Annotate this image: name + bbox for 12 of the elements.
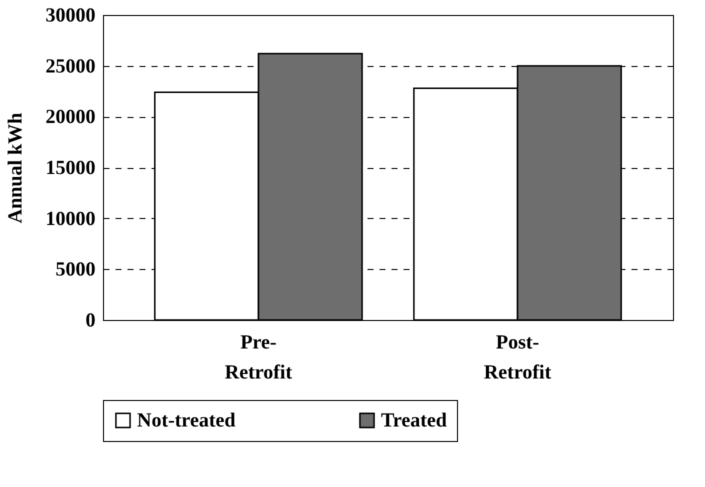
y-tick-label: 15000 [46, 157, 96, 179]
y-tick-label: 20000 [46, 106, 96, 128]
y-axis-title: Annual kWh [4, 112, 26, 224]
x-tick-label: Post- Retrofit [484, 332, 552, 384]
x-tick-label: Pre- Retrofit [224, 332, 292, 384]
legend-label: Treated [381, 409, 447, 432]
y-tick-label: 25000 [46, 55, 96, 78]
y-tick-label: 0 [86, 310, 96, 332]
legend-label: Not-treated [137, 409, 236, 432]
y-tick-label: 10000 [46, 208, 96, 230]
y-tick-label: 5000 [56, 258, 96, 281]
y-tick-label: 30000 [46, 4, 96, 26]
